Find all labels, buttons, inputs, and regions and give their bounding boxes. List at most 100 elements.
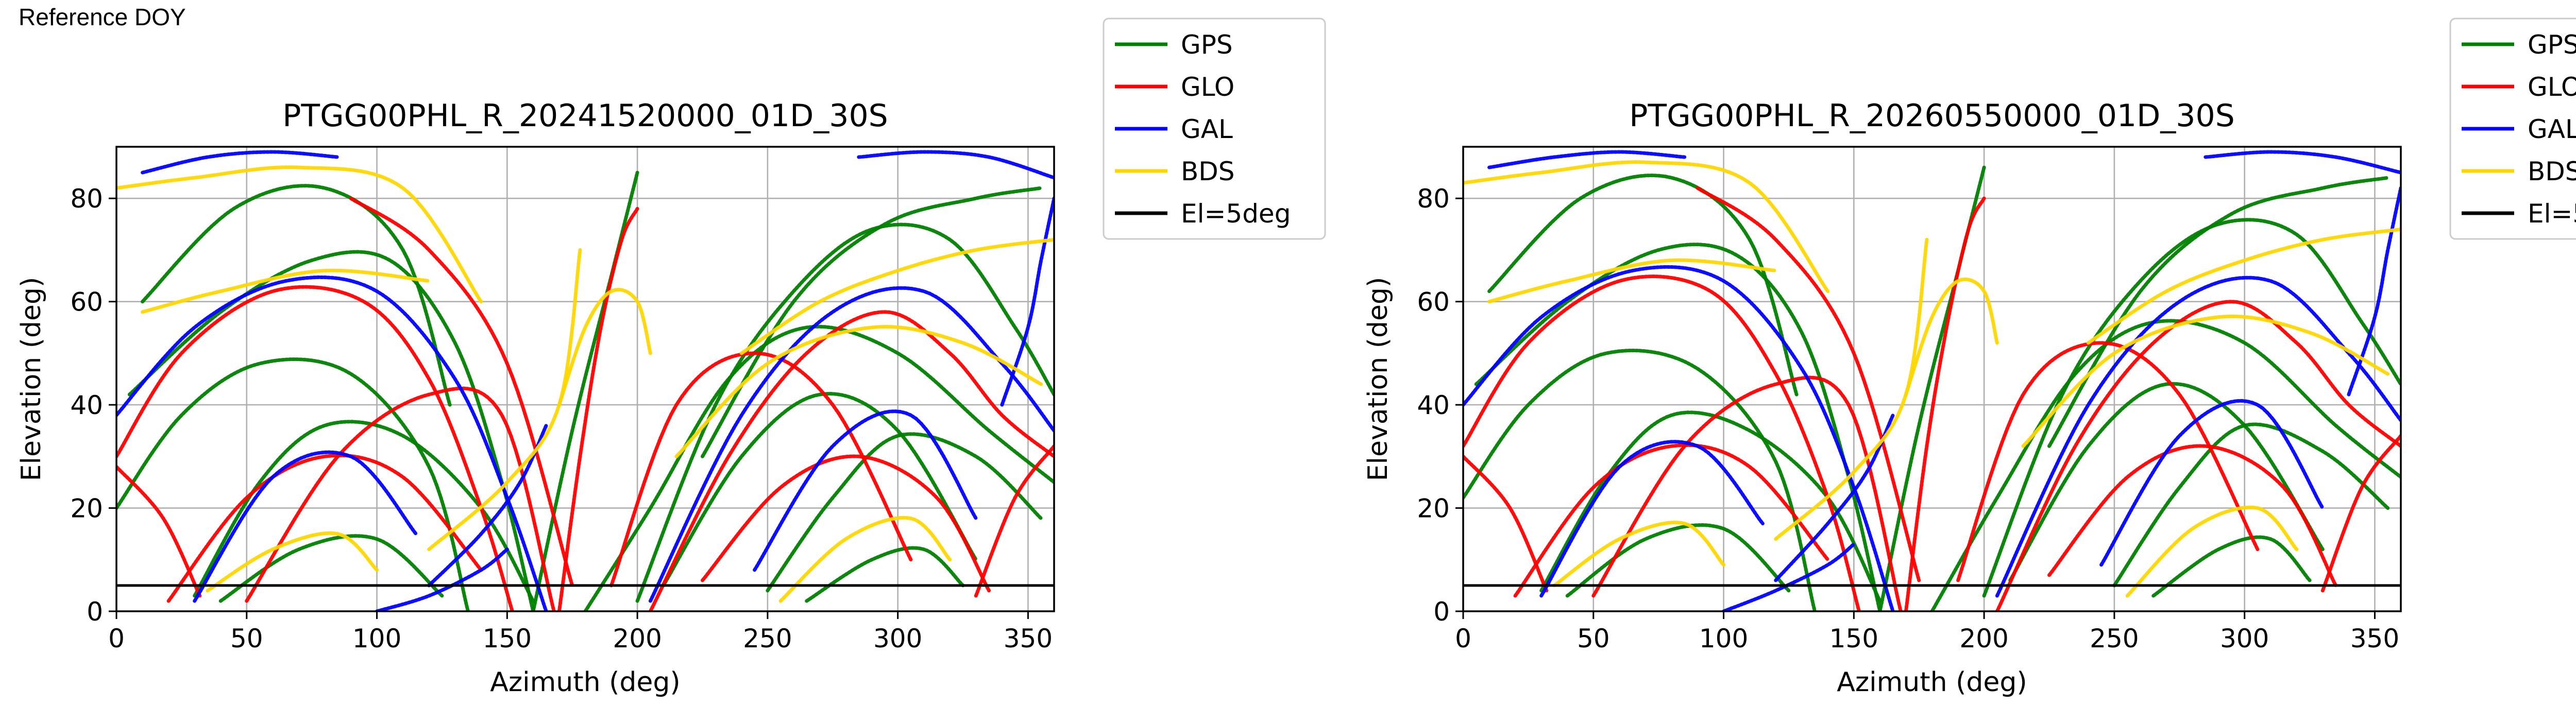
x-tick-label: 200	[1959, 624, 2008, 654]
chart-panel-2: 0 50 100 150 200 250 300 350 0 20 40 60 80 PTGG00PHL_…	[1347, 0, 2576, 722]
track-gps	[2112, 422, 2390, 588]
legend: GPS GLO GAL BDS El=5deg	[2449, 18, 2576, 240]
track-gps	[1878, 165, 1986, 611]
track-bds	[1552, 521, 1726, 588]
legend-label: El=5deg	[2528, 199, 2576, 229]
track-bds	[739, 237, 1054, 355]
plot-area	[116, 150, 1054, 611]
legend-label: GAL	[1181, 114, 1233, 144]
track-gps	[1565, 523, 1791, 598]
chart-title: PTGG00PHL_R_20260550000_01D_30S	[1629, 98, 2234, 134]
legend-label: GPS	[1181, 30, 1233, 60]
track-gal	[857, 150, 1054, 180]
track-bds	[116, 165, 483, 304]
x-tick-label: 100	[352, 624, 401, 654]
series-gps	[1463, 165, 2401, 611]
x-tick-label: 150	[1829, 624, 1878, 654]
track-glo	[116, 465, 202, 598]
series-gps	[116, 170, 1054, 611]
track-gps	[141, 184, 452, 407]
legend-label: El=5deg	[1181, 199, 1291, 229]
y-axis-label: Elevation (deg)	[1363, 277, 1394, 482]
x-tick-label: 50	[1577, 624, 1610, 654]
track-bds	[427, 248, 582, 552]
track-gal	[1722, 542, 1856, 611]
axes-frame	[1462, 146, 2402, 612]
legend-label: BDS	[1181, 157, 1235, 186]
chart-panel-1: 0 50 100 150 200 250 300 350 0 20 40 60 80 PTGG00PHL_…	[16, 18, 1326, 698]
track-glo	[1463, 454, 1549, 593]
track-glo	[1696, 186, 1921, 582]
x-axis-label: Azimuth (deg)	[490, 667, 680, 698]
track-glo	[648, 310, 1054, 611]
legend: GPS GLO GAL BDS El=5deg	[1103, 18, 1326, 240]
legend-label: GLO	[1181, 72, 1234, 102]
x-tick-label: 0	[108, 624, 125, 654]
track-glo	[349, 196, 574, 588]
y-tick-label: 80	[1417, 184, 1450, 214]
x-tick-label: 350	[2350, 624, 2399, 654]
y-tick-label: 0	[87, 597, 103, 627]
track-gps	[531, 170, 639, 611]
track-glo	[2320, 434, 2401, 593]
track-glo	[701, 454, 991, 593]
chart-title: PTGG00PHL_R_20241520000_01D_30S	[282, 98, 888, 134]
x-tick-label: 150	[483, 624, 532, 654]
track-gal	[2204, 150, 2401, 175]
x-tick-label: 0	[1455, 624, 1471, 654]
track-gps	[116, 357, 470, 611]
track-gps	[218, 534, 444, 603]
legend-box	[1103, 18, 1326, 240]
y-tick-label: 40	[70, 390, 103, 420]
legend-label: GPS	[2528, 30, 2576, 60]
track-gal	[375, 547, 509, 611]
y-tick-label: 20	[70, 494, 103, 524]
x-tick-label: 200	[613, 624, 662, 654]
x-tick-label: 300	[873, 624, 922, 654]
x-tick-label: 300	[2220, 624, 2269, 654]
series-glo	[1463, 186, 2401, 611]
track-gps	[805, 546, 965, 603]
legend-label: GAL	[2528, 114, 2576, 144]
track-glo	[609, 351, 913, 588]
plot-area	[1463, 150, 2401, 611]
track-gal	[753, 409, 978, 572]
track-gps	[635, 222, 1054, 603]
track-bds	[1904, 277, 1999, 397]
chart-2-svg: 0 50 100 150 200 250 300 350 0 20 40 60 80 PTGG00PHL_…	[1363, 18, 2576, 698]
y-tick-label: 40	[1417, 390, 1450, 420]
track-bds	[2125, 505, 2299, 598]
axes-frame	[115, 146, 1055, 612]
track-glo	[974, 444, 1054, 598]
track-gps	[1982, 218, 2401, 598]
track-gal	[193, 450, 418, 603]
track-bds	[674, 324, 1043, 458]
chart-1-svg: 0 50 100 150 200 250 300 350 0 20 40 60 80 PTGG00PHL_…	[16, 18, 1326, 698]
track-glo	[1904, 196, 1986, 611]
track-glo	[166, 453, 483, 603]
track-bds	[1774, 237, 1929, 541]
track-glo	[2047, 444, 2338, 588]
track-glo	[1995, 300, 2401, 611]
track-gps	[583, 324, 1054, 611]
y-axis-label: Elevation (deg)	[16, 277, 47, 482]
track-gps	[1463, 349, 1817, 611]
track-gal	[116, 275, 548, 611]
x-tick-label: 250	[2090, 624, 2139, 654]
x-tick-label: 50	[230, 624, 263, 654]
series-bds	[1463, 160, 2401, 598]
x-tick-label: 100	[1699, 624, 1748, 654]
track-gps	[1539, 410, 1882, 603]
track-bds	[2086, 227, 2401, 345]
track-bds	[1463, 160, 1830, 294]
track-gps	[1487, 174, 1799, 397]
track-gal	[2099, 399, 2325, 567]
track-bds	[141, 268, 431, 314]
track-gal	[1487, 150, 1687, 169]
y-tick-label: 0	[1433, 597, 1450, 627]
x-axis-label: Azimuth (deg)	[1837, 667, 2027, 698]
y-tick-label: 60	[1417, 287, 1450, 317]
y-tick-label: 80	[70, 184, 103, 214]
track-gps	[1474, 243, 1882, 611]
legend-label: BDS	[2528, 157, 2576, 186]
